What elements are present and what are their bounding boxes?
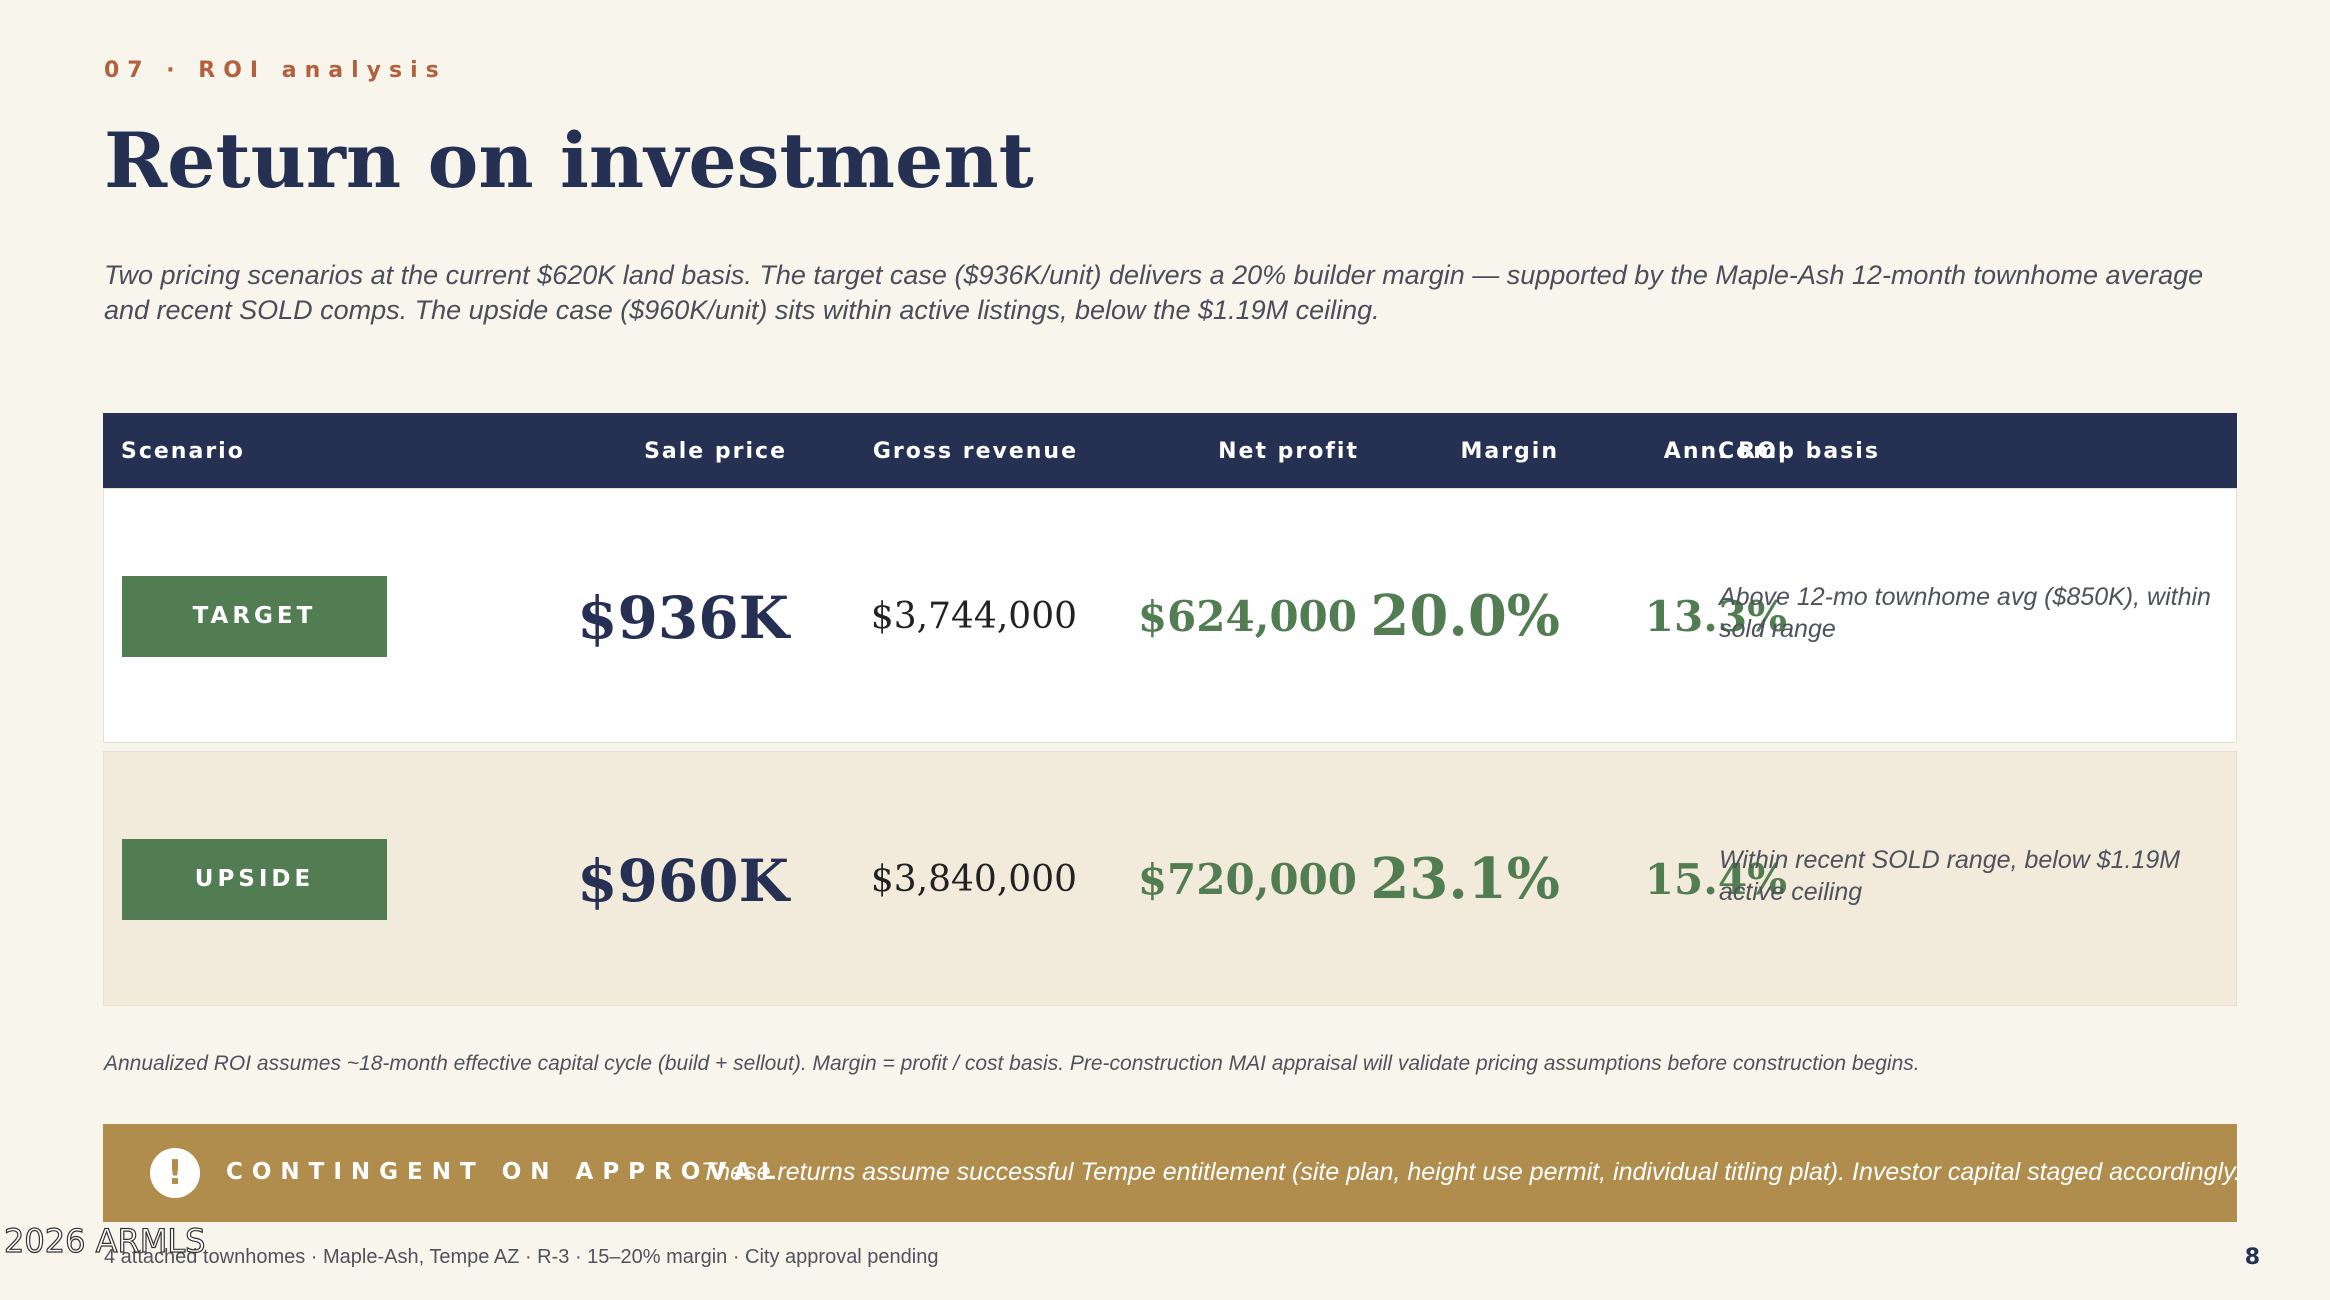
section-eyebrow: 07 · ROI analysis	[104, 58, 447, 83]
armls-watermark: 2026 ARMLS	[3, 1221, 206, 1260]
column-header-gross-revenue: Gross revenue	[872, 439, 1078, 464]
table-row-target: TARGET $936K $3,744,000 $624,000 20.0% 1…	[103, 488, 2237, 743]
roi-table: Scenario Sale price Gross revenue Net pr…	[103, 413, 2237, 1006]
ann-roi-cell: 13.3%	[1644, 592, 1787, 641]
ann-roi-cell: 15.4%	[1644, 855, 1787, 904]
net-profit-cell: $624,000	[1137, 592, 1357, 641]
comp-basis-cell: Above 12-mo townhome avg ($850K), within…	[1719, 583, 2211, 643]
page-number: 8	[2244, 1245, 2260, 1270]
sale-price-cell: $960K	[577, 847, 789, 915]
scenario-badge-target: TARGET	[122, 576, 387, 657]
sale-price-cell: $936K	[577, 584, 789, 652]
table-row-upside: UPSIDE $960K $3,840,000 $720,000 23.1% 1…	[103, 751, 2237, 1006]
column-header-net-profit: Net profit	[1218, 439, 1359, 464]
banner-label: CONTINGENT ON APPROVAL	[226, 1159, 785, 1185]
column-header-margin: Margin	[1460, 439, 1559, 464]
scenario-badge-upside: UPSIDE	[122, 839, 387, 920]
margin-cell: 23.1%	[1370, 846, 1560, 912]
banner-text: These returns assume successful Tempe en…	[701, 1158, 2241, 1186]
gross-revenue-cell: $3,744,000	[870, 596, 1077, 637]
column-header-ann-roi: Ann. ROI	[1663, 439, 1788, 464]
comp-basis-cell: Within recent SOLD range, below $1.19M a…	[1719, 846, 2181, 906]
page-title: Return on investment	[104, 116, 1034, 205]
gross-revenue-cell: $3,840,000	[870, 859, 1077, 900]
net-profit-cell: $720,000	[1137, 855, 1357, 904]
column-header-sale-price: Sale price	[644, 439, 787, 464]
intro-paragraph: Two pricing scenarios at the current $62…	[104, 260, 2204, 325]
column-header-comp-basis: Comp basis	[1718, 439, 1880, 464]
column-header-scenario: Scenario	[121, 439, 245, 464]
contingency-banner: ! CONTINGENT ON APPROVAL These returns a…	[103, 1124, 2241, 1222]
exclamation-icon: !	[150, 1148, 200, 1198]
margin-cell: 20.0%	[1370, 583, 1560, 649]
page-footer: 4 attached townhomes · Maple-Ash, Tempe …	[104, 1246, 939, 1268]
table-header: Scenario Sale price Gross revenue Net pr…	[103, 413, 2237, 488]
roi-footnote: Annualized ROI assumes ~18-month effecti…	[104, 1052, 1920, 1075]
